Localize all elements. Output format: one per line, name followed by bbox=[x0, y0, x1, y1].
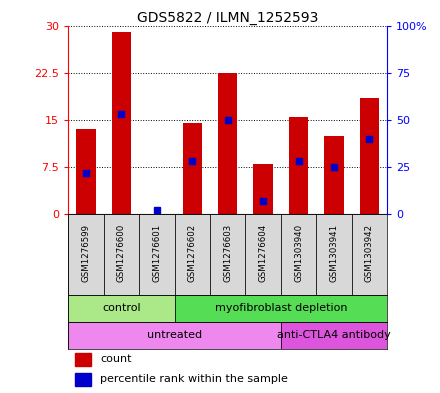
Text: untreated: untreated bbox=[147, 330, 202, 340]
FancyBboxPatch shape bbox=[68, 295, 175, 322]
Text: GSM1276602: GSM1276602 bbox=[188, 224, 197, 282]
Text: anti-CTLA4 antibody: anti-CTLA4 antibody bbox=[277, 330, 391, 340]
FancyBboxPatch shape bbox=[281, 214, 316, 295]
Bar bbox=[324, 136, 344, 214]
Text: GSM1276604: GSM1276604 bbox=[259, 224, 268, 282]
Bar bbox=[360, 98, 379, 214]
FancyBboxPatch shape bbox=[104, 214, 139, 295]
Bar bbox=[218, 73, 238, 214]
Bar bbox=[74, 373, 91, 386]
Text: GSM1276599: GSM1276599 bbox=[81, 224, 91, 282]
Text: GSM1303942: GSM1303942 bbox=[365, 224, 374, 282]
FancyBboxPatch shape bbox=[68, 214, 104, 295]
Text: count: count bbox=[100, 354, 132, 364]
FancyBboxPatch shape bbox=[139, 214, 175, 295]
Bar bbox=[289, 117, 308, 214]
FancyBboxPatch shape bbox=[246, 214, 281, 295]
Bar bbox=[112, 32, 131, 214]
Text: percentile rank within the sample: percentile rank within the sample bbox=[100, 375, 288, 384]
Title: GDS5822 / ILMN_1252593: GDS5822 / ILMN_1252593 bbox=[137, 11, 319, 24]
Text: GSM1276600: GSM1276600 bbox=[117, 224, 126, 282]
Text: myofibroblast depletion: myofibroblast depletion bbox=[215, 303, 347, 313]
FancyBboxPatch shape bbox=[68, 322, 281, 349]
Bar bbox=[74, 353, 91, 365]
Bar bbox=[76, 129, 95, 214]
FancyBboxPatch shape bbox=[175, 214, 210, 295]
FancyBboxPatch shape bbox=[316, 214, 352, 295]
Bar bbox=[183, 123, 202, 214]
Text: control: control bbox=[102, 303, 141, 313]
FancyBboxPatch shape bbox=[175, 295, 387, 322]
Text: GSM1303940: GSM1303940 bbox=[294, 224, 303, 282]
FancyBboxPatch shape bbox=[281, 322, 387, 349]
Text: GSM1276601: GSM1276601 bbox=[152, 224, 161, 282]
Bar bbox=[253, 164, 273, 214]
FancyBboxPatch shape bbox=[352, 214, 387, 295]
Text: GSM1303941: GSM1303941 bbox=[330, 224, 338, 282]
Text: GSM1276603: GSM1276603 bbox=[223, 224, 232, 282]
FancyBboxPatch shape bbox=[210, 214, 246, 295]
